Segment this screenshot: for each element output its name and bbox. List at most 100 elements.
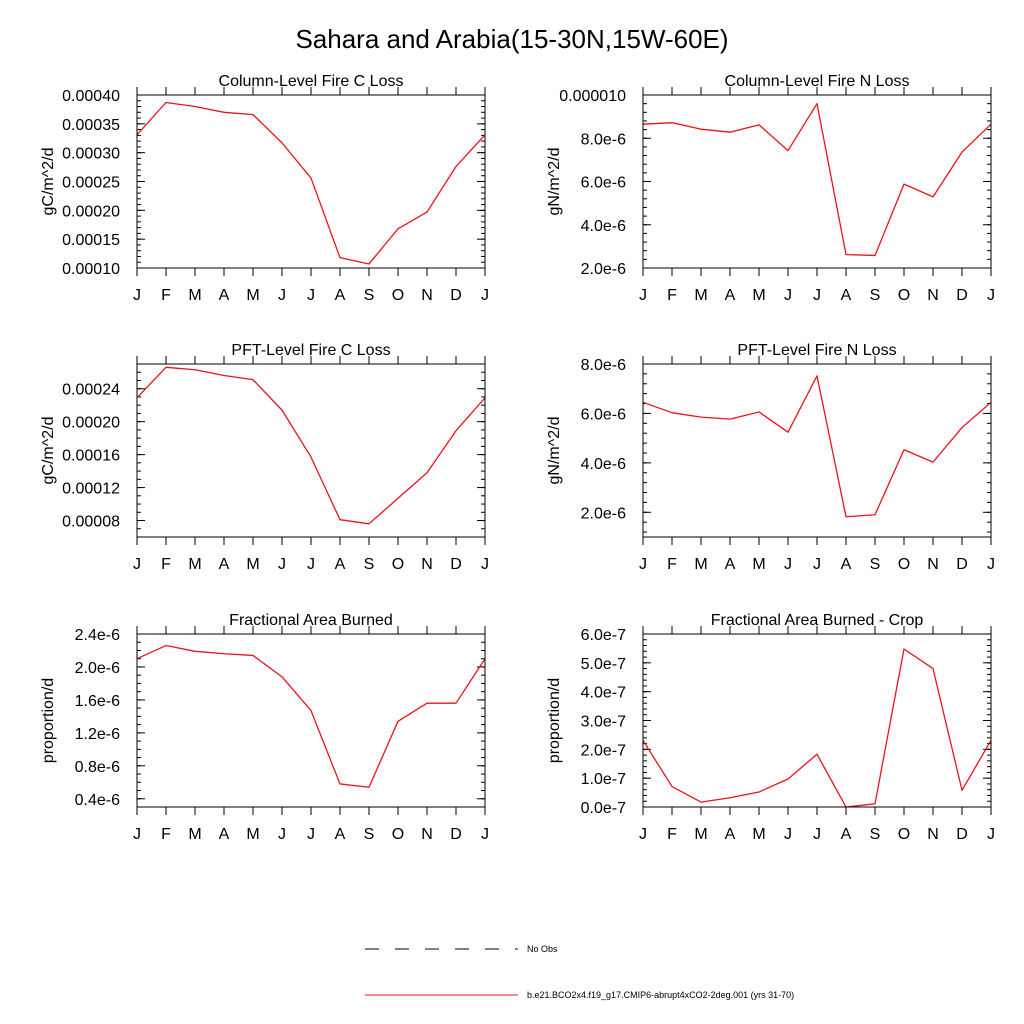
x-tick-label: J (133, 556, 141, 573)
x-tick-label: J (278, 826, 286, 843)
y-tick-label: 0.00020 (62, 415, 120, 432)
x-tick-label: J (133, 287, 141, 304)
x-tick-label: S (870, 556, 881, 573)
series-line-1 (642, 648, 992, 808)
x-tick-label: S (364, 826, 375, 843)
x-tick-label: D (450, 556, 462, 573)
y-tick-label: 4.0e-7 (581, 685, 626, 702)
chart-title: Fractional Area Burned (229, 612, 393, 629)
x-tick-label: O (898, 556, 910, 573)
plot-frame (642, 363, 992, 538)
plot-frame (642, 633, 992, 808)
y-tick-label: 0.000010 (559, 88, 626, 105)
chart-panel-1: Column-Level Fire C Loss gC/m^2/d 0.00010 0… (40, 73, 489, 304)
x-tick-label: N (927, 556, 939, 573)
y-tick-label: 0.00025 (62, 175, 120, 192)
x-tick-label: S (364, 287, 375, 304)
y-tick-label: 0.00010 (62, 261, 120, 278)
x-tick-label: N (927, 287, 939, 304)
x-tick-label: A (725, 556, 736, 573)
chart-panel-2: Column-Level Fire N Loss gN/m^2/d 2.0e-6 4.… (546, 73, 995, 304)
x-tick-label: A (335, 556, 346, 573)
y-tick-label: 2.0e-6 (581, 505, 626, 522)
x-tick-label: O (392, 287, 404, 304)
series-line-1 (136, 366, 486, 525)
x-tick-label: A (725, 826, 736, 843)
x-tick-label: O (392, 556, 404, 573)
x-tick-label: S (870, 287, 881, 304)
y-tick-label: 0.00024 (62, 382, 120, 399)
x-tick-label: S (870, 826, 881, 843)
x-tick-label: N (421, 287, 433, 304)
y-axis-label: proportion/d (40, 678, 57, 763)
y-tick-label: 4.0e-6 (581, 218, 626, 235)
x-tick-label: J (639, 287, 647, 304)
x-tick-label: A (219, 287, 230, 304)
x-tick-label: A (841, 556, 852, 573)
x-tick-label: J (784, 556, 792, 573)
x-tick-label: D (956, 287, 968, 304)
legend: No Obs b.e21.BCO2x4.f19_g17.CMIP6-abrupt4… (365, 944, 794, 1000)
y-tick-label: 6.0e-6 (581, 406, 626, 423)
legend-label: b.e21.BCO2x4.f19_g17.CMIP6-abrupt4xCO2-2… (527, 990, 794, 1000)
y-axis-label: proportion/d (546, 678, 563, 763)
y-axis-label: gC/m^2/d (40, 148, 57, 216)
x-tick-label: F (667, 556, 677, 573)
x-tick-label: J (481, 287, 489, 304)
x-tick-label: M (694, 287, 707, 304)
y-tick-label: 5.0e-7 (581, 656, 626, 673)
x-tick-label: J (278, 556, 286, 573)
y-tick-label: 6.0e-6 (581, 175, 626, 192)
x-tick-label: M (752, 826, 765, 843)
y-tick-label: 0.00012 (62, 481, 120, 498)
x-tick-label: S (364, 556, 375, 573)
x-tick-label: N (421, 826, 433, 843)
plot-frame (136, 363, 486, 538)
y-tick-label: 0.0e-7 (581, 800, 626, 817)
series-line-1 (136, 644, 486, 788)
chart-title: Fractional Area Burned - Crop (711, 612, 924, 629)
y-tick-label: 6.0e-7 (581, 627, 626, 644)
y-tick-label: 2.0e-6 (581, 261, 626, 278)
x-tick-label: O (392, 826, 404, 843)
x-tick-label: J (987, 287, 995, 304)
chart-panel-6: Fractional Area Burned - Crop proportion/… (546, 612, 995, 843)
x-tick-label: O (898, 826, 910, 843)
x-tick-label: D (956, 556, 968, 573)
x-tick-label: J (813, 287, 821, 304)
figure-title: Sahara and Arabia(15-30N,15W-60E) (295, 24, 728, 54)
series-line-1 (642, 375, 992, 518)
y-tick-label: 0.00030 (62, 146, 120, 163)
y-tick-label: 0.8e-6 (75, 759, 120, 776)
x-tick-label: J (987, 826, 995, 843)
x-tick-label: J (278, 287, 286, 304)
plot-frame (136, 94, 486, 269)
chart-panel-4: PFT-Level Fire N Loss gN/m^2/d 2.0e-6 4.0e-… (546, 342, 995, 573)
x-tick-label: J (307, 826, 315, 843)
x-tick-label: M (694, 826, 707, 843)
x-tick-label: J (784, 287, 792, 304)
x-tick-label: M (694, 556, 707, 573)
x-tick-label: F (161, 556, 171, 573)
plot-frame (136, 633, 486, 808)
y-tick-label: 0.4e-6 (75, 792, 120, 809)
y-tick-label: 0.00040 (62, 88, 120, 105)
chart-title: PFT-Level Fire N Loss (737, 342, 896, 359)
y-tick-label: 1.0e-7 (581, 771, 626, 788)
chart-panel-3: PFT-Level Fire C Loss gC/m^2/d 0.00008 0.00… (40, 342, 489, 573)
y-tick-label: 1.6e-6 (75, 693, 120, 710)
y-tick-label: 0.00016 (62, 448, 120, 465)
y-axis-label: gC/m^2/d (40, 417, 57, 485)
x-tick-label: A (841, 287, 852, 304)
x-tick-label: A (219, 826, 230, 843)
y-tick-label: 4.0e-6 (581, 456, 626, 473)
x-tick-label: M (188, 556, 201, 573)
x-tick-label: F (161, 287, 171, 304)
x-tick-label: J (307, 556, 315, 573)
chart-title: PFT-Level Fire C Loss (231, 342, 390, 359)
x-tick-label: M (752, 556, 765, 573)
x-tick-label: A (841, 826, 852, 843)
panels: Column-Level Fire C Loss gC/m^2/d 0.00010 0… (40, 73, 995, 843)
y-tick-label: 2.4e-6 (75, 627, 120, 644)
